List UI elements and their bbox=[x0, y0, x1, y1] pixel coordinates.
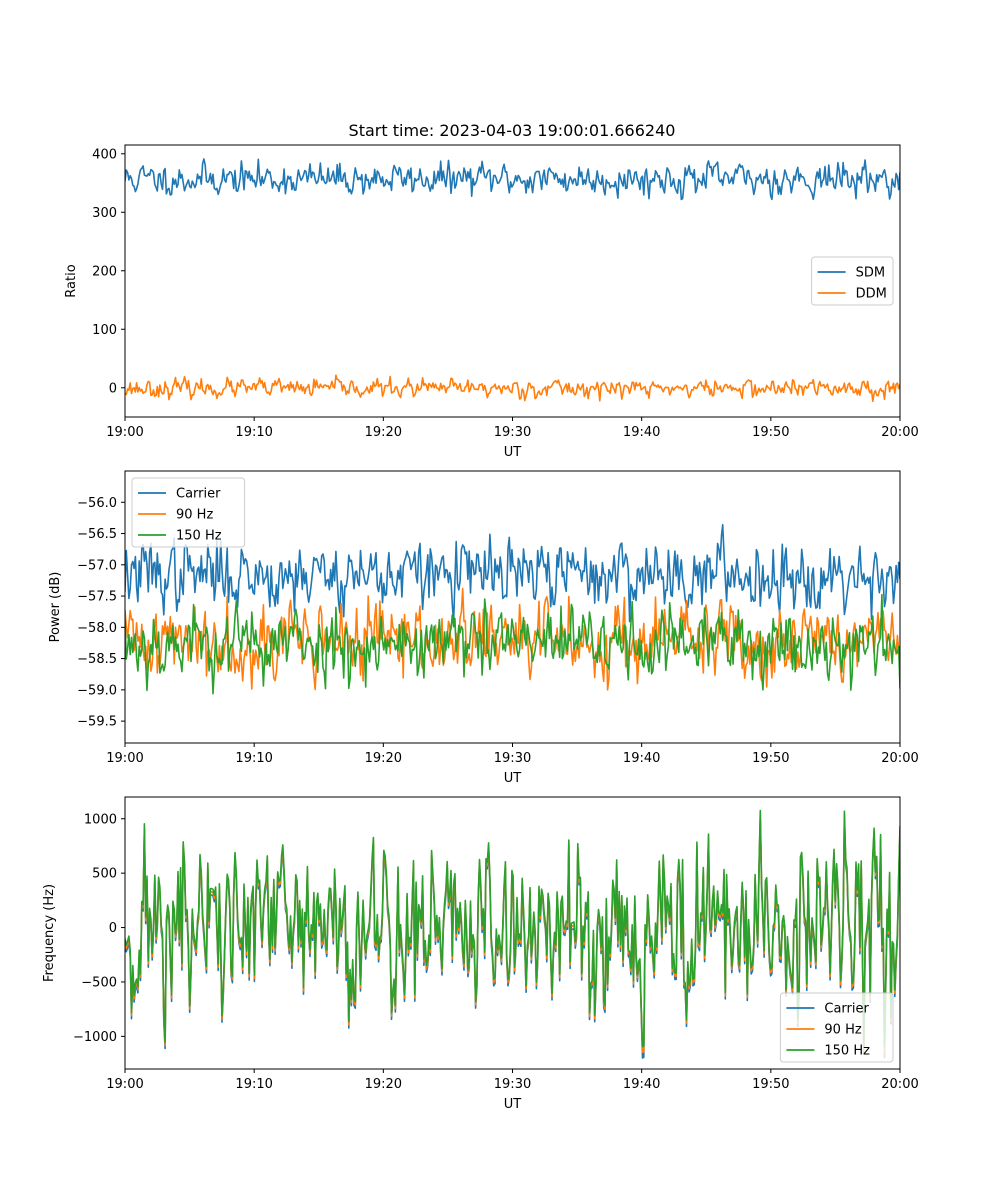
y-tick-label: −57.5 bbox=[77, 590, 117, 605]
x-tick-label: 19:10 bbox=[235, 1077, 272, 1092]
legend-label: 90 Hz bbox=[824, 1023, 861, 1038]
x-tick-label: 19:40 bbox=[623, 425, 660, 440]
series-line-carrier bbox=[125, 524, 900, 624]
x-tick-label: 20:00 bbox=[881, 751, 918, 766]
y-tick-label: 400 bbox=[92, 147, 117, 162]
x-axis-label: UT bbox=[504, 445, 522, 460]
x-tick-label: 19:50 bbox=[752, 425, 789, 440]
series-group bbox=[125, 524, 900, 695]
legend-label: 150 Hz bbox=[824, 1044, 870, 1059]
x-tick-label: 19:00 bbox=[106, 425, 143, 440]
series-group bbox=[125, 809, 900, 1059]
y-tick-label: −58.0 bbox=[77, 621, 117, 636]
x-tick-label: 20:00 bbox=[881, 425, 918, 440]
y-axis-label: Frequency (Hz) bbox=[42, 884, 57, 982]
legend-box bbox=[131, 477, 246, 548]
y-tick-label: −500 bbox=[81, 975, 117, 990]
x-axis-label: UT bbox=[504, 1097, 522, 1112]
x-tick-label: 19:10 bbox=[235, 425, 272, 440]
x-tick-label: 19:00 bbox=[106, 751, 143, 766]
series-line-ddm bbox=[125, 374, 900, 403]
y-tick-label: 300 bbox=[92, 206, 117, 221]
y-tick-label: −57.0 bbox=[77, 558, 117, 573]
legend-label: 90 Hz bbox=[176, 508, 213, 523]
y-axis-label: Ratio bbox=[64, 264, 79, 297]
legend: Carrier 90 Hz 150 Hz bbox=[131, 477, 246, 548]
y-tick-label: 1000 bbox=[84, 812, 117, 827]
y-tick-label: 0 bbox=[109, 921, 117, 936]
x-tick-label: 19:10 bbox=[235, 751, 272, 766]
y-tick-label: 500 bbox=[92, 867, 117, 882]
y-tick-label: 0 bbox=[109, 381, 117, 396]
x-tick-label: 19:20 bbox=[365, 1077, 402, 1092]
legend: Carrier 90 Hz 150 Hz bbox=[779, 992, 894, 1063]
x-tick-label: 20:00 bbox=[881, 1077, 918, 1092]
y-tick-label: −58.5 bbox=[77, 652, 117, 667]
legend: SDM DDM bbox=[811, 256, 894, 306]
x-tick-label: 19:30 bbox=[494, 425, 531, 440]
x-tick-label: 19:30 bbox=[494, 1077, 531, 1092]
series-line-150-hz bbox=[125, 809, 900, 1048]
y-tick-label: −59.0 bbox=[77, 683, 117, 698]
x-tick-label: 19:40 bbox=[623, 751, 660, 766]
x-tick-label: 19:50 bbox=[752, 751, 789, 766]
y-tick-label: −1000 bbox=[73, 1030, 117, 1045]
legend-box bbox=[779, 992, 894, 1063]
panel-power: 19:00 19:10 19:20 19:30 19:40 19:50 20:00 UT −59… bbox=[48, 470, 919, 786]
legend-label: DDM bbox=[856, 287, 887, 302]
legend-label: SDM bbox=[856, 266, 885, 281]
legend-label: Carrier bbox=[824, 1002, 869, 1017]
series-group bbox=[125, 158, 900, 403]
y-tick-label: −56.5 bbox=[77, 527, 117, 542]
y-tick-label: 200 bbox=[92, 264, 117, 279]
x-tick-label: 19:20 bbox=[365, 425, 402, 440]
y-tick-label: −56.0 bbox=[77, 496, 117, 511]
panel-frequency: 19:00 19:10 19:20 19:30 19:40 19:50 20:00 UT −10… bbox=[42, 796, 919, 1112]
x-tick-label: 19:40 bbox=[623, 1077, 660, 1092]
legend-label: 150 Hz bbox=[176, 529, 222, 544]
y-tick-label: −59.5 bbox=[77, 715, 117, 730]
y-tick-label: 100 bbox=[92, 323, 117, 338]
panel-ratio: 19:00 19:10 19:20 19:30 19:40 19:50 20:00 UT 0 10… bbox=[64, 144, 919, 460]
x-tick-label: 19:30 bbox=[494, 751, 531, 766]
y-axis-label: Power (dB) bbox=[48, 572, 63, 643]
x-tick-label: 19:20 bbox=[365, 751, 402, 766]
series-line-sdm bbox=[125, 158, 900, 201]
x-tick-label: 19:50 bbox=[752, 1077, 789, 1092]
figure-title: Start time: 2023-04-03 19:00:01.666240 bbox=[349, 121, 676, 140]
series-line-150-hz bbox=[125, 593, 900, 695]
panels: 19:00 19:10 19:20 19:30 19:40 19:50 20:00 UT 0 10… bbox=[42, 144, 919, 1112]
legend-label: Carrier bbox=[176, 487, 221, 502]
x-axis-label: UT bbox=[504, 771, 522, 786]
x-tick-label: 19:00 bbox=[106, 1077, 143, 1092]
